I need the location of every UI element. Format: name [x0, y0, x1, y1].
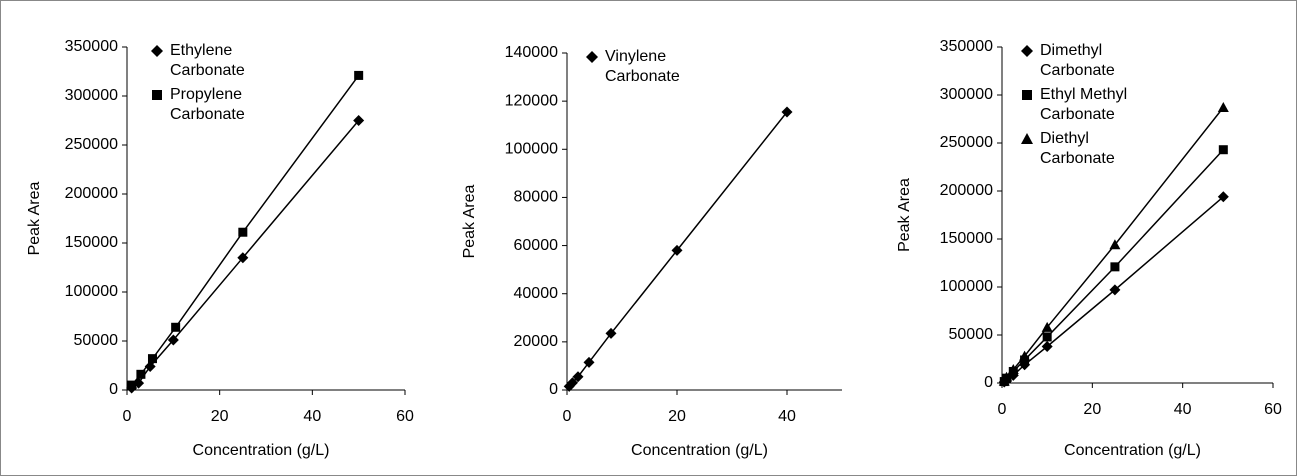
legend-symbol [1022, 90, 1032, 100]
legend-entry: Diethyl Carbonate [1020, 129, 1140, 169]
legend-entry: Ethylene Carbonate [150, 41, 270, 81]
data-point [583, 356, 595, 368]
y-tick-label: 50000 [949, 326, 994, 343]
x-tick-label: 60 [396, 408, 414, 425]
legend-symbol [152, 90, 162, 100]
legend: Dimethyl Carbonate Ethyl Methyl Carbonate… [1020, 41, 1140, 173]
x-tick-label: 60 [1264, 401, 1282, 418]
y-tick-label: 140000 [505, 44, 558, 61]
legend-marker [1022, 90, 1032, 100]
legend-marker [586, 51, 598, 63]
data-point [1109, 239, 1121, 250]
legend-entry: Propylene Carbonate [150, 85, 270, 125]
y-tick-label: 250000 [940, 134, 993, 151]
data-point [671, 244, 683, 256]
y-tick-label: 50000 [74, 332, 119, 349]
data-point [1109, 284, 1121, 296]
data-point [167, 334, 179, 346]
x-axis-label: Concentration (g/L) [1064, 442, 1201, 459]
data-point [147, 354, 157, 364]
data-point [1110, 262, 1120, 272]
x-tick-label: 40 [778, 408, 796, 425]
x-tick-label: 20 [211, 408, 229, 425]
data-point [781, 106, 793, 118]
legend-label: Vinylene Carbonate [605, 48, 680, 85]
y-tick-label: 0 [984, 374, 993, 391]
legend-symbol [1021, 45, 1033, 57]
data-point [136, 369, 146, 379]
y-tick-label: 40000 [514, 285, 559, 302]
x-tick-label: 0 [123, 408, 132, 425]
legend-label: Ethyl Methyl Carbonate [1040, 86, 1128, 123]
data-point [1007, 364, 1019, 375]
y-tick-label: 150000 [940, 230, 993, 247]
y-tick-label: 200000 [940, 182, 993, 199]
legend-label: Ethylene Carbonate [170, 42, 245, 79]
legend: Ethylene Carbonate Propylene Carbonate [150, 41, 270, 129]
x-axis-label: Concentration (g/L) [193, 442, 330, 459]
data-point [1041, 341, 1053, 353]
data-point [144, 360, 156, 372]
y-tick-label: 250000 [65, 136, 118, 153]
x-tick-label: 20 [1083, 401, 1101, 418]
data-point [605, 327, 617, 339]
legend: Vinylene Carbonate [585, 47, 705, 91]
legend-label: Dimethyl Carbonate [1040, 42, 1115, 79]
legend-symbol [1021, 133, 1033, 144]
y-tick-label: 100000 [65, 283, 118, 300]
x-axis-label: Concentration (g/L) [631, 442, 768, 459]
data-point [237, 252, 249, 264]
y-tick-label: 120000 [505, 92, 558, 109]
data-point [1001, 371, 1013, 382]
data-point [1042, 332, 1052, 342]
y-tick-label: 100000 [505, 141, 558, 158]
data-point [1217, 191, 1229, 203]
legend-label: Diethyl Carbonate [1040, 130, 1115, 167]
y-tick-label: 350000 [65, 38, 118, 55]
data-point [1019, 350, 1031, 361]
data-point [238, 227, 248, 237]
x-tick-label: 40 [303, 408, 321, 425]
data-point [1041, 321, 1053, 332]
y-axis-label: Peak Area [26, 181, 43, 255]
y-tick-label: 0 [109, 381, 118, 398]
series-line [131, 120, 360, 389]
y-axis-label: Peak Area [896, 178, 913, 252]
data-point [567, 377, 578, 389]
legend-label: Propylene Carbonate [170, 86, 245, 123]
y-tick-label: 20000 [514, 333, 559, 350]
data-point [127, 380, 137, 390]
legend-symbol [586, 51, 598, 63]
y-tick-label: 60000 [514, 237, 559, 254]
legend-entry: Dimethyl Carbonate [1020, 41, 1140, 81]
data-point [354, 70, 364, 80]
data-point [353, 115, 365, 126]
data-point [1218, 145, 1228, 155]
data-point [171, 322, 181, 332]
y-axis-label: Peak Area [461, 184, 478, 258]
x-tick-label: 20 [668, 408, 686, 425]
legend-symbol [151, 45, 163, 57]
x-tick-label: 40 [1174, 401, 1192, 418]
data-point [572, 371, 584, 383]
data-point [1217, 101, 1229, 112]
y-tick-label: 0 [549, 381, 558, 398]
legend-marker [152, 90, 162, 100]
legend-marker [1021, 45, 1033, 57]
y-tick-label: 100000 [940, 278, 993, 295]
y-tick-label: 300000 [65, 87, 118, 104]
x-tick-label: 0 [998, 401, 1007, 418]
y-tick-label: 80000 [514, 189, 559, 206]
x-tick-label: 0 [563, 408, 572, 425]
legend-marker [151, 45, 163, 57]
y-tick-label: 300000 [940, 86, 993, 103]
y-tick-label: 200000 [65, 185, 118, 202]
legend-marker [1021, 133, 1033, 144]
legend-entry: Vinylene Carbonate [585, 47, 705, 87]
legend-entry: Ethyl Methyl Carbonate [1020, 85, 1140, 125]
y-tick-label: 350000 [940, 38, 993, 55]
y-tick-label: 150000 [65, 234, 118, 251]
